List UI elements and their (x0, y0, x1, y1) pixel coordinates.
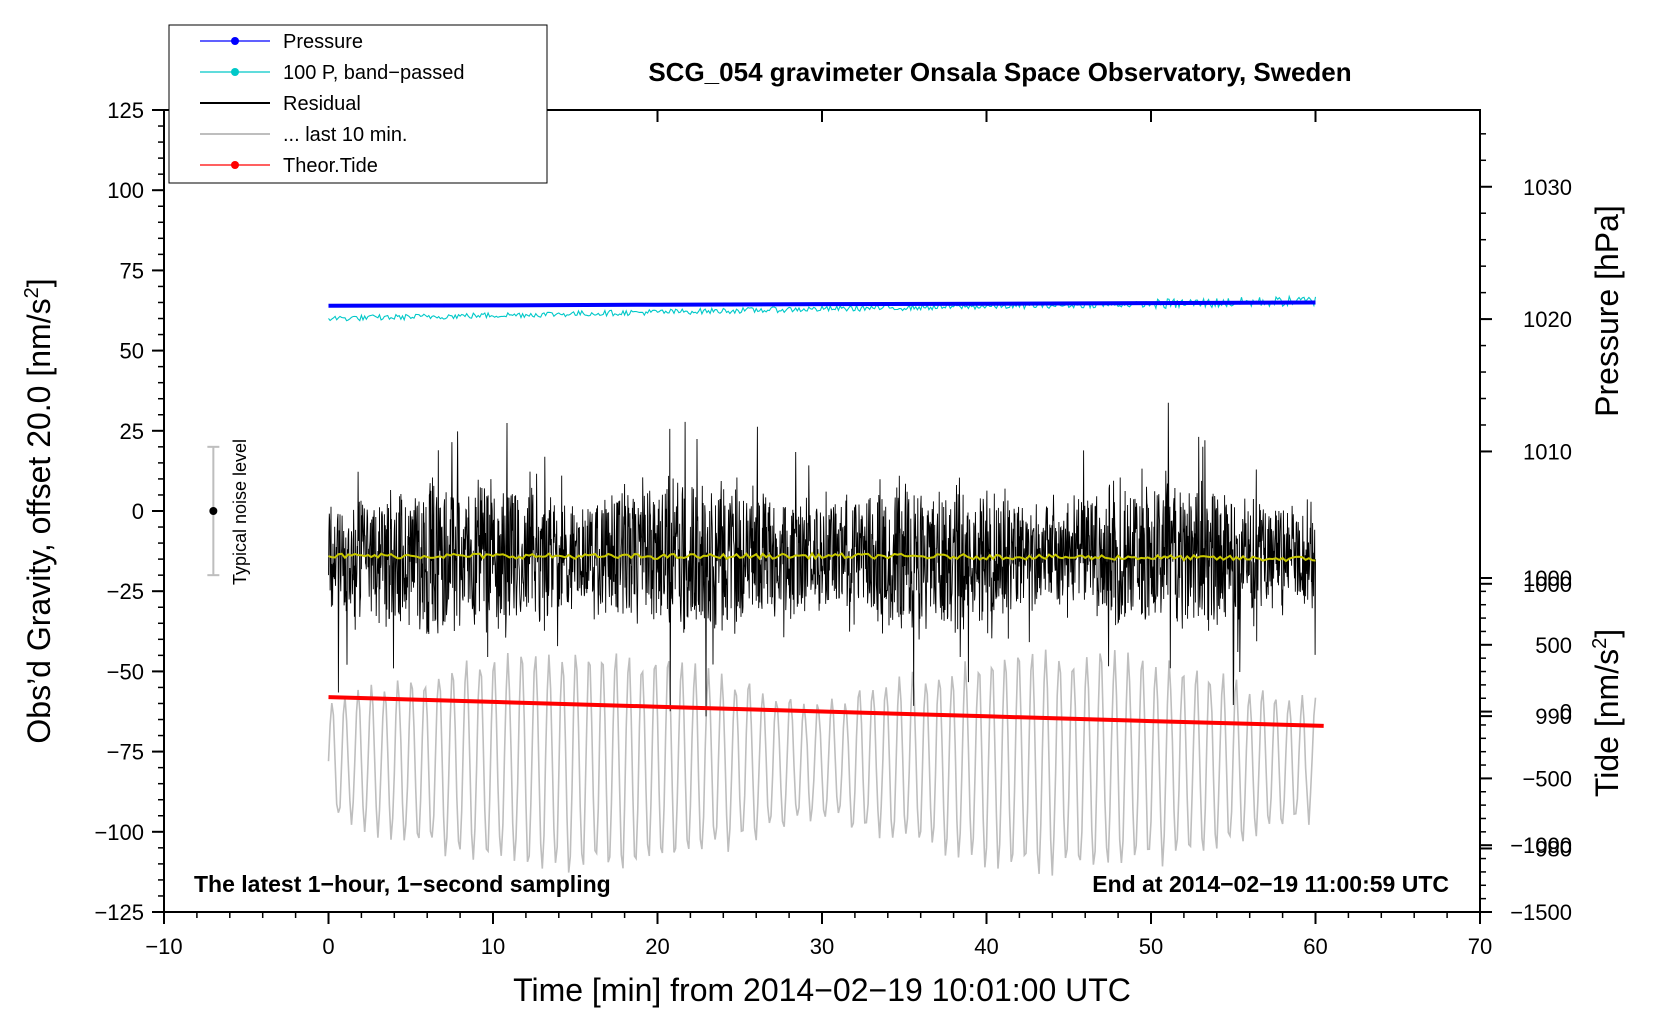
noise-bar-dot (209, 507, 218, 515)
x-tick-label: −10 (145, 934, 182, 959)
pressure-line (328, 300, 1316, 308)
y-tick-label: 100 (107, 178, 144, 203)
y-tick-label: 0 (132, 499, 144, 524)
legend-label: Pressure (283, 31, 363, 53)
tide-axis-title-main: Tide [nm/s (1589, 649, 1625, 797)
y-tick-label: 75 (120, 258, 144, 283)
x-tick-label: 70 (1468, 934, 1492, 959)
y-tick-label: −100 (94, 820, 144, 845)
tide-tick-label: 1000 (1523, 566, 1572, 591)
y-tick-label: 25 (120, 419, 144, 444)
y-tick-label: 125 (107, 98, 144, 123)
tide-tick-label: −500 (1522, 766, 1572, 791)
legend-label: Theor.Tide (283, 155, 378, 177)
legend-items: Pressure 100 P, band−passed Residual ... la… (200, 31, 464, 177)
y-axis-title: Obs’d Gravity, offset 20.0 [nm/s2] (21, 278, 57, 743)
tide-axis-title-sup: 2 (1589, 638, 1611, 649)
y-tick-label: −50 (107, 659, 144, 684)
x-tick-label: 10 (481, 934, 505, 959)
legend-label: 100 P, band−passed (283, 62, 464, 84)
y-axis-title-end: ] (21, 278, 57, 287)
legend-marker (231, 68, 239, 76)
residual-line (328, 402, 1316, 717)
x-tick-label: 0 (322, 934, 334, 959)
noise-bar (207, 445, 220, 577)
pressure-tick-label: 1020 (1523, 307, 1572, 332)
residual-smoothed-line (328, 551, 1316, 563)
y-tick-label: 50 (120, 339, 144, 364)
last-10-min-line (327, 649, 1317, 876)
tide-axis-title: Tide [nm/s2] (1589, 629, 1625, 797)
ticks-layer: −10 0 10 20 30 40 50 60 701251007550250−25−50−75… (94, 98, 1572, 959)
pressure-tick-label: 980 (1535, 836, 1572, 861)
chart-title: SCG_054 gravimeter Onsala Space Observat… (648, 57, 1351, 87)
pressure-tick-label: 1000 (1523, 572, 1572, 597)
x-tick-label: 60 (1303, 934, 1327, 959)
x-axis-title: Time [min] from 2014−02−19 10:01:00 UTC (513, 972, 1131, 1008)
pressure-axis-title: Pressure [hPa] (1589, 205, 1625, 417)
annotation-left: The latest 1−hour, 1−second sampling (194, 871, 611, 897)
pressure-tick-label: 1010 (1523, 439, 1572, 464)
pressure-tick-label: 1030 (1523, 175, 1572, 200)
x-tick-label: 20 (645, 934, 669, 959)
noise-label: Typical noise level (230, 439, 250, 585)
series-layer (327, 294, 1324, 876)
tide-line (328, 695, 1324, 728)
x-tick-label: 30 (810, 934, 834, 959)
legend-label: Residual (283, 93, 361, 115)
tide-tick-label: 0 (1560, 700, 1572, 725)
y-tick-label: −125 (94, 900, 144, 925)
y-axis-title-main: Obs’d Gravity, offset 20.0 [nm/s (21, 298, 57, 743)
annotation-right: End at 2014−02−19 11:00:59 UTC (1092, 871, 1449, 897)
y-axis-title-sup: 2 (21, 287, 43, 298)
legend-label: ... last 10 min. (283, 124, 408, 146)
legend-marker (231, 161, 239, 169)
y-tick-label: −25 (107, 579, 144, 604)
tide-tick-label: 500 (1535, 633, 1572, 658)
tide-tick-label: −1000 (1510, 833, 1572, 858)
legend: Pressure 100 P, band−passed Residual ... la… (168, 24, 548, 184)
x-tick-label: 40 (974, 934, 998, 959)
y-tick-label: −75 (107, 740, 144, 765)
pressure-tick-label: 990 (1535, 704, 1572, 729)
tide-axis-title-end: ] (1589, 629, 1625, 638)
legend-marker (231, 37, 239, 45)
tide-tick-label: −1500 (1510, 900, 1572, 925)
x-tick-label: 50 (1139, 934, 1163, 959)
